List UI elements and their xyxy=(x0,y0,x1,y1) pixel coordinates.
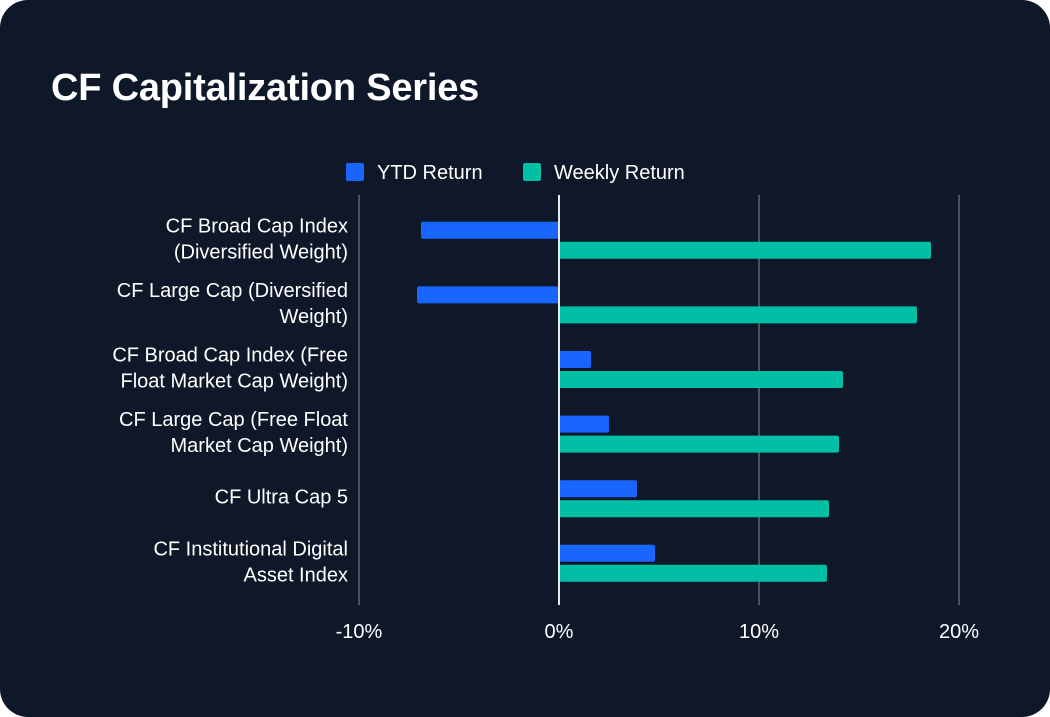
bar-weekly-return xyxy=(559,241,931,259)
x-tick-label: 0% xyxy=(545,621,574,643)
bar-weekly-return xyxy=(559,564,827,582)
legend-swatch-weekly xyxy=(523,163,541,181)
category-label: CF Institutional Digital xyxy=(153,538,348,560)
category-label: Asset Index xyxy=(243,564,348,586)
bar-ytd-return xyxy=(417,286,559,304)
x-tick-label: 20% xyxy=(939,621,979,643)
category-label: Float Market Cap Weight) xyxy=(121,371,349,393)
bar-ytd-return xyxy=(421,221,559,239)
category-label: CF Large Cap (Diversified xyxy=(117,280,348,302)
category-label: Market Cap Weight) xyxy=(171,435,348,457)
bar-weekly-return xyxy=(559,435,839,453)
legend-label-weekly: Weekly Return xyxy=(554,162,685,184)
bar-weekly-return xyxy=(559,371,843,388)
bar-ytd-return xyxy=(559,480,637,498)
bar-weekly-return xyxy=(559,306,917,324)
category-label: CF Large Cap (Free Float xyxy=(119,409,348,431)
x-tick-label: -10% xyxy=(336,621,383,643)
legend-label-ytd: YTD Return xyxy=(377,162,483,184)
bar-ytd-return xyxy=(559,415,609,433)
x-tick-label: 10% xyxy=(739,621,779,643)
category-label: Weight) xyxy=(279,306,348,328)
bar-weekly-return xyxy=(559,500,829,518)
legend-swatch-ytd xyxy=(346,163,364,181)
category-label: CF Broad Cap Index (Free xyxy=(112,345,348,367)
category-label: CF Broad Cap Index xyxy=(166,215,348,237)
category-label: CF Ultra Cap 5 xyxy=(215,487,348,509)
category-label: (Diversified Weight) xyxy=(174,241,348,263)
bar-ytd-return xyxy=(559,351,591,368)
chart-title: CF Capitalization Series xyxy=(51,67,480,109)
bar-ytd-return xyxy=(559,544,655,562)
